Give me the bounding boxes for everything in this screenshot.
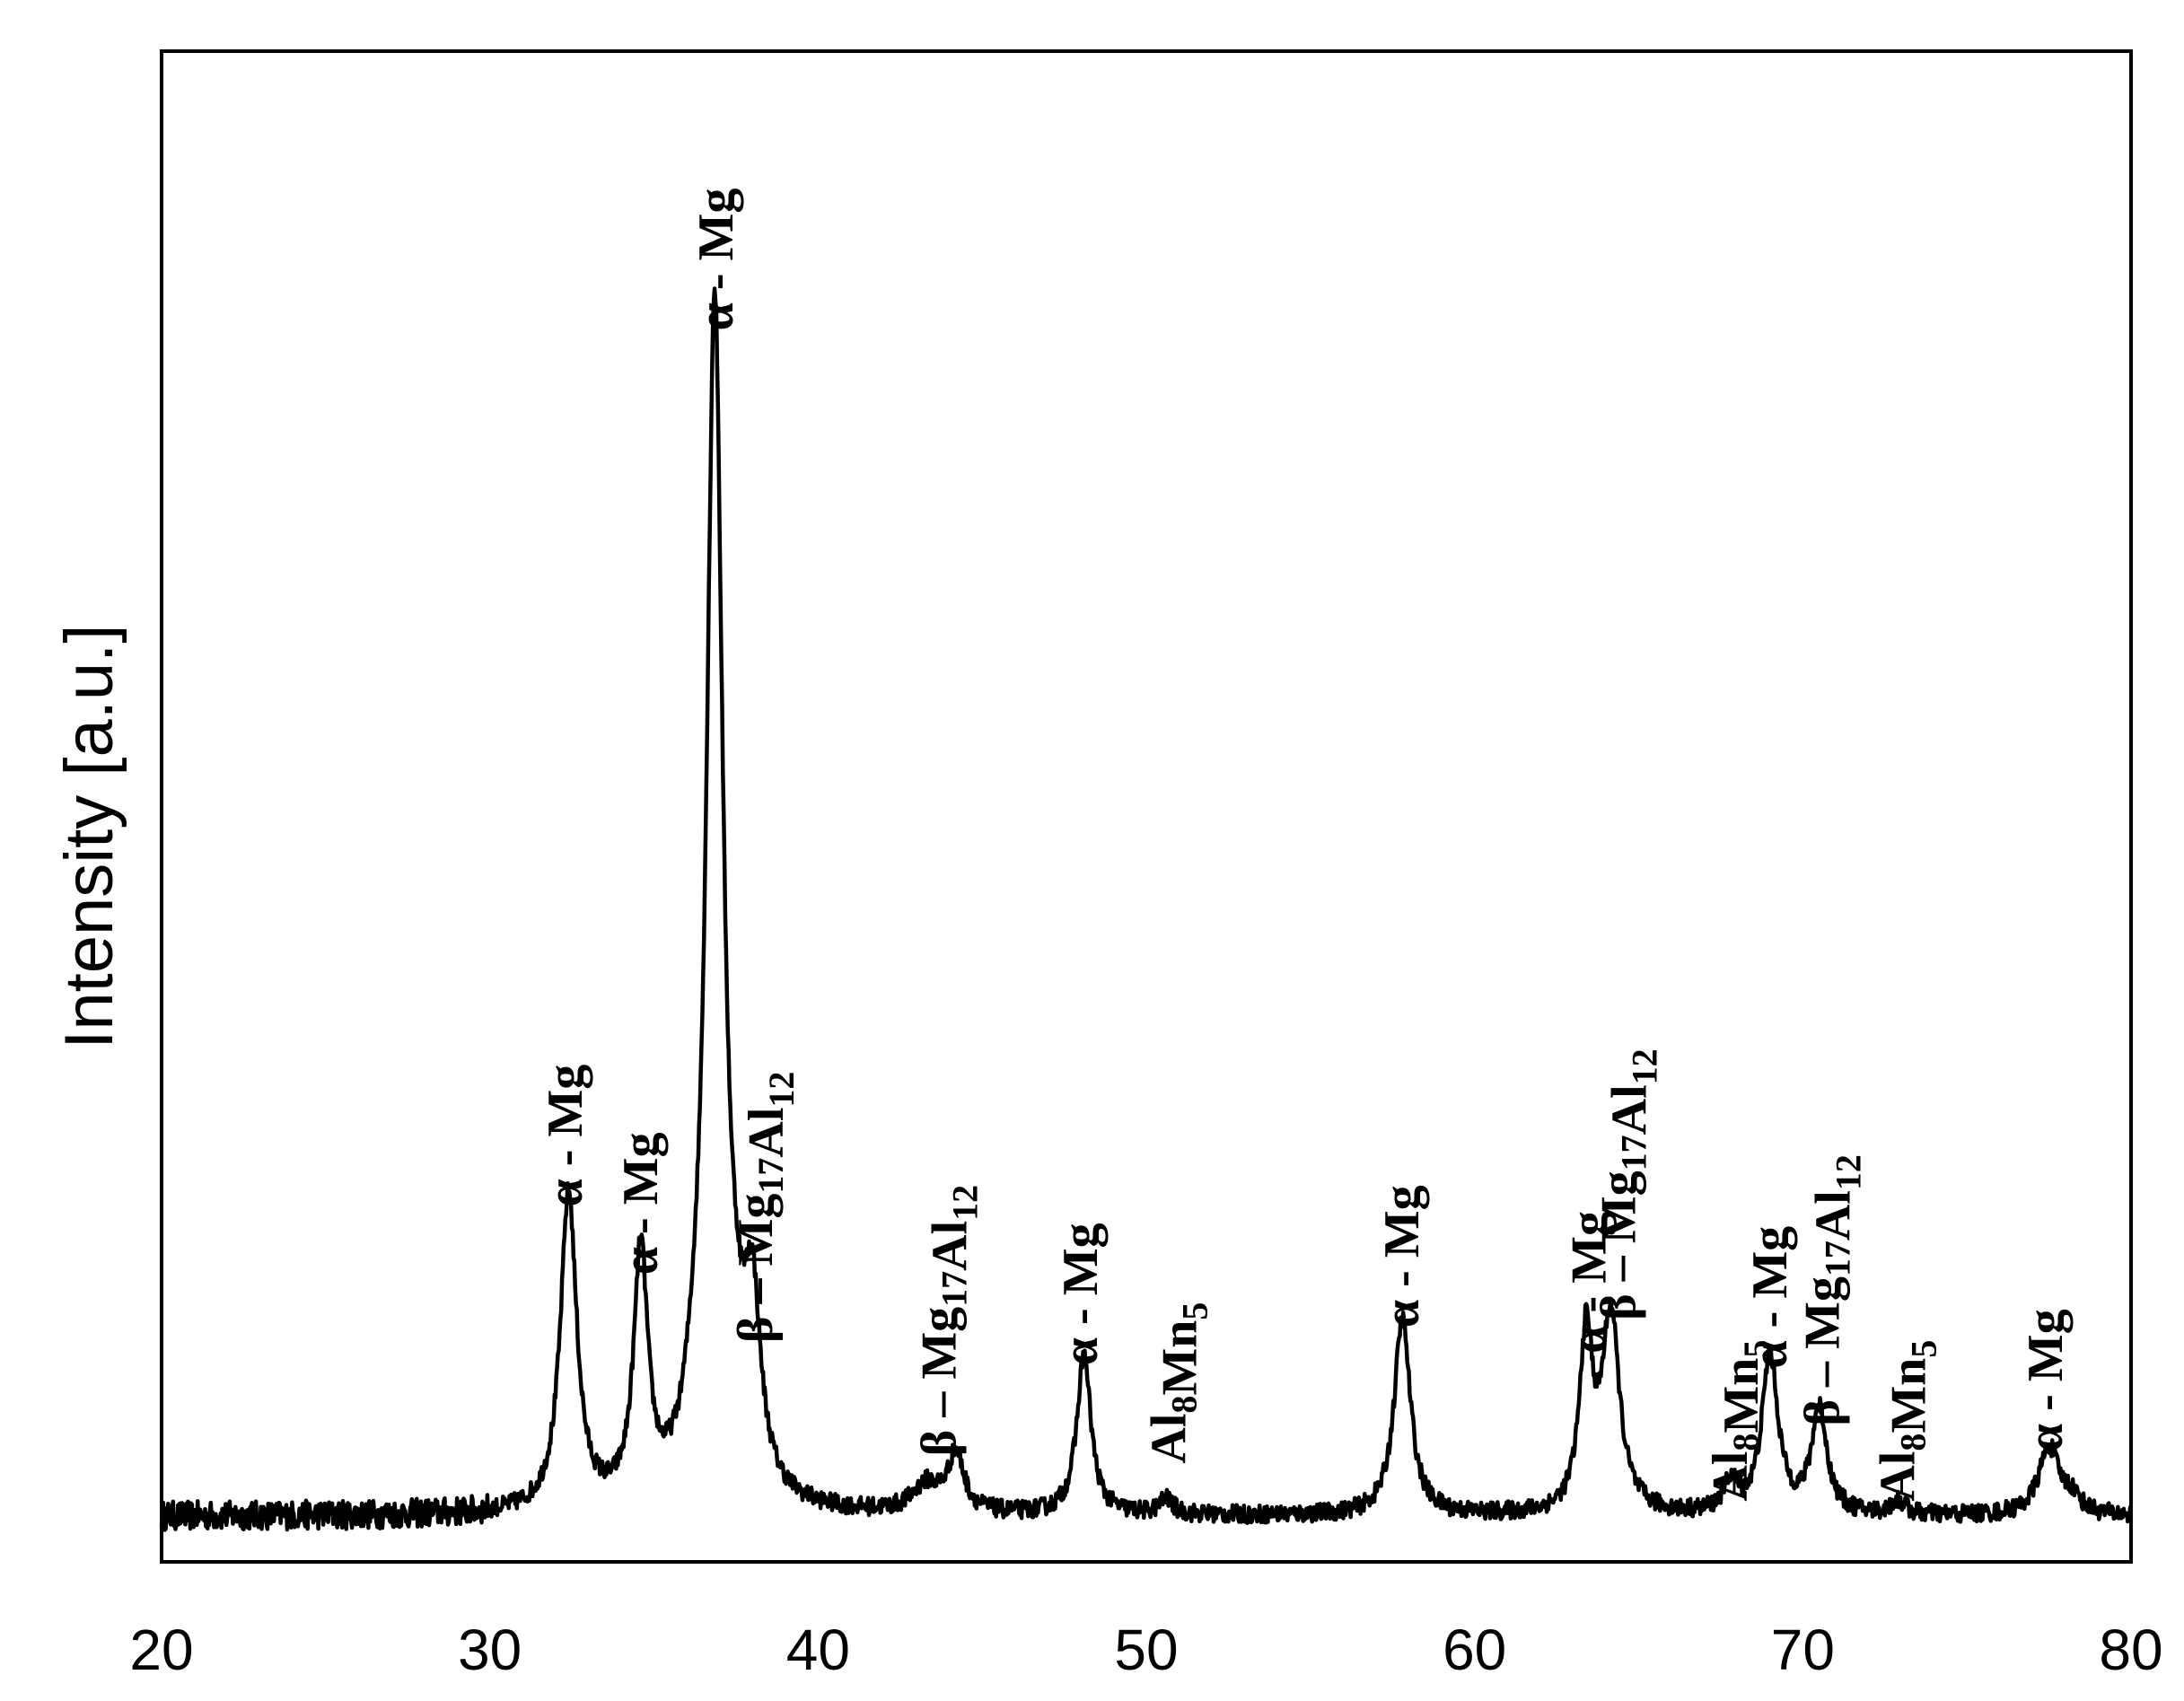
peak-label: Al8Mn5 [1703,1340,1776,1502]
x-tick-label: 50 [1114,1618,1178,1682]
plot-frame [160,49,2133,1564]
peak-label: α - Mg [613,1132,669,1275]
x-tick-label: 40 [786,1618,850,1682]
x-tick-label: 80 [2099,1618,2162,1682]
peak-label: α - Mg [538,1065,593,1207]
x-tick-label: 30 [458,1618,522,1682]
peak-label: β – Mg17Al12 [912,1185,986,1456]
diffraction-pattern-line [159,286,2133,1532]
x-tick-label: 20 [129,1618,193,1682]
peak-label: α - Mg [689,189,744,331]
peak-label: β – Mg17Al12 [728,1072,802,1343]
peak-label: α - Mg [1374,1185,1430,1328]
x-axis: 20 30 40 50 60 70 80 [129,1618,2162,1682]
peak-label: α - Mg [1562,1211,1618,1354]
peak-label: α - Mg [1742,1226,1798,1369]
y-axis-title: Intensity [a.u.] [51,625,127,1049]
peak-label: Al8Mn5 [1870,1340,1943,1502]
peak-label: α - Mg [2018,1309,2074,1451]
x-tick-label: 60 [1443,1618,1506,1682]
peak-label: α - Mg [1053,1223,1109,1365]
peak-label: Al8Mn5 [1142,1302,1215,1464]
x-tick-label: 70 [1771,1618,1835,1682]
peak-label: β – Mg17Al12 [1794,1154,1868,1425]
peak-label: β – Mg17Al12 [1592,1048,1665,1320]
